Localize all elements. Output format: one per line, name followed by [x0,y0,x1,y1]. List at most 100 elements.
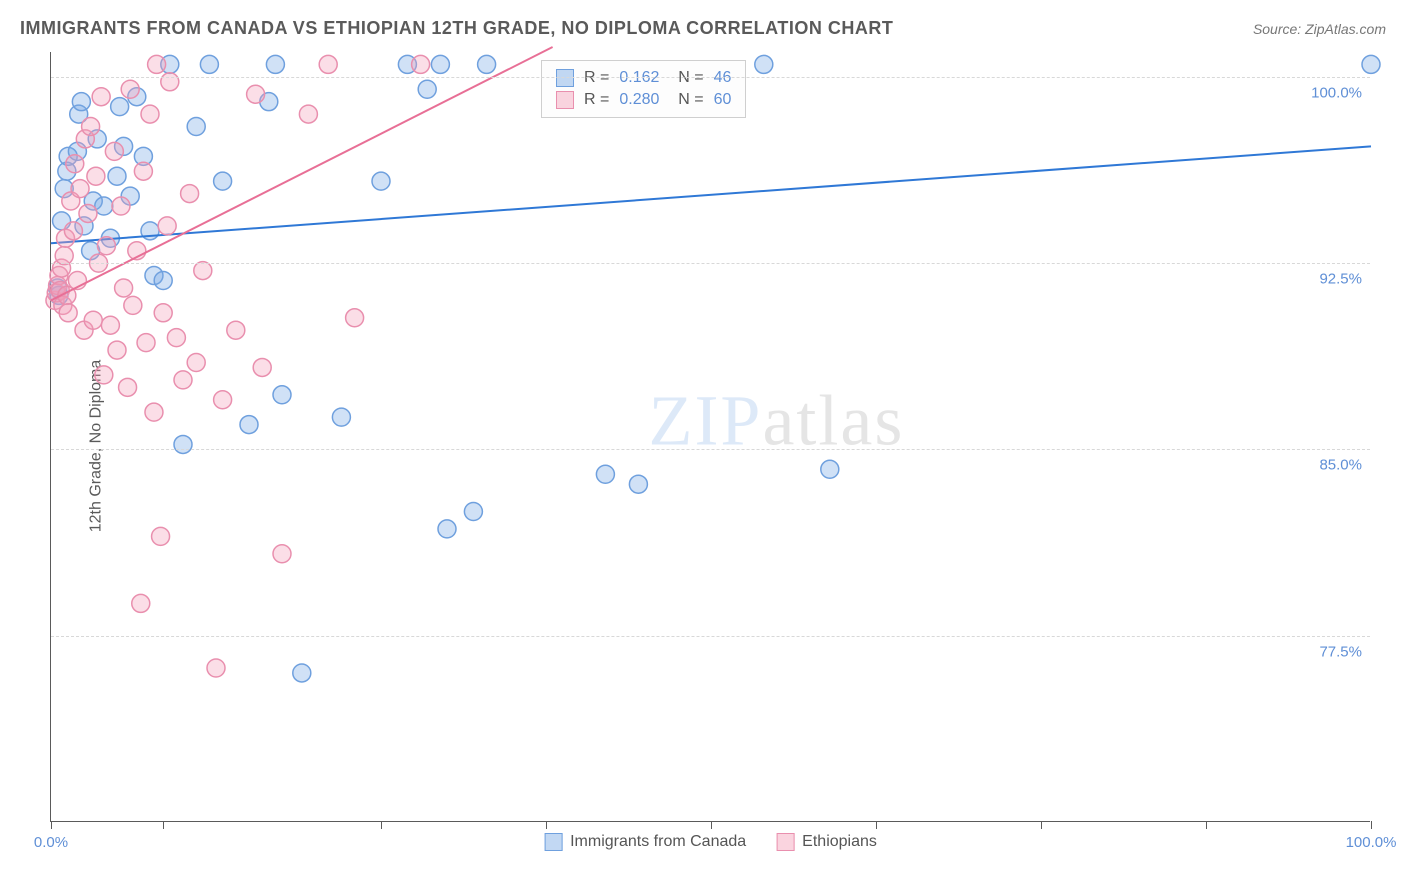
data-point [167,329,185,347]
data-point [1362,55,1380,73]
data-point [214,391,232,409]
data-point [124,296,142,314]
data-point [253,358,271,376]
data-point [154,304,172,322]
xtick [381,821,382,829]
data-point [194,262,212,280]
data-point [181,185,199,203]
ytick-label: 77.5% [1319,643,1362,660]
data-point [293,664,311,682]
data-point [214,172,232,190]
data-point [207,659,225,677]
data-point [87,167,105,185]
data-point [101,316,119,334]
xtick [876,821,877,829]
xtick [546,821,547,829]
xtick [1041,821,1042,829]
data-point [319,55,337,73]
data-point [266,55,284,73]
data-point [596,465,614,483]
data-point [438,520,456,538]
data-point [97,237,115,255]
plot-area: ZIPatlas R = 0.162 N = 46R = 0.280 N = 6… [50,52,1370,822]
xtick [163,821,164,829]
legend: Immigrants from Canada Ethiopians [544,833,877,851]
xtick-label: 100.0% [1346,834,1397,851]
data-point [72,93,90,111]
ytick-label: 85.0% [1319,457,1362,474]
data-point [299,105,317,123]
data-point [71,180,89,198]
data-point [108,341,126,359]
data-point [119,378,137,396]
data-point [132,594,150,612]
data-point [273,545,291,563]
gridline-h [51,77,1370,78]
data-point [82,118,100,136]
data-point [332,408,350,426]
data-point [64,222,82,240]
data-point [141,105,159,123]
data-point [478,55,496,73]
data-point [66,155,84,173]
data-point [174,371,192,389]
r-value: 0.280 [619,91,659,109]
data-point [240,416,258,434]
data-point [79,204,97,222]
data-point [412,55,430,73]
data-point [431,55,449,73]
data-point [115,279,133,297]
swatch-icon [556,69,574,87]
n-value: 60 [714,91,732,109]
legend-label: Ethiopians [802,833,877,851]
stats-row: R = 0.280 N = 60 [556,89,731,111]
data-point [187,353,205,371]
data-point [161,73,179,91]
data-point [227,321,245,339]
swatch-icon [776,833,794,851]
data-point [464,503,482,521]
ytick-label: 100.0% [1311,84,1362,101]
data-point [112,197,130,215]
data-point [755,55,773,73]
data-point [134,162,152,180]
data-point [92,88,110,106]
data-point [148,55,166,73]
data-point [154,272,172,290]
swatch-icon [556,91,574,109]
data-point [418,80,436,98]
data-point [137,334,155,352]
data-point [84,311,102,329]
xtick [1371,821,1372,829]
gridline-h [51,449,1370,450]
data-point [247,85,265,103]
stats-box: R = 0.162 N = 46R = 0.280 N = 60 [541,60,746,118]
gridline-h [51,636,1370,637]
xtick [711,821,712,829]
r-value: 0.162 [619,69,659,87]
stats-row: R = 0.162 N = 46 [556,67,731,89]
data-point [152,527,170,545]
data-point [629,475,647,493]
legend-label: Immigrants from Canada [570,833,746,851]
source-label: Source: ZipAtlas.com [1253,21,1386,37]
n-value: 46 [714,69,732,87]
data-point [121,80,139,98]
data-point [346,309,364,327]
legend-item: Immigrants from Canada [544,833,746,851]
data-point [59,304,77,322]
data-point [821,460,839,478]
xtick [1206,821,1207,829]
data-point [158,217,176,235]
data-point [105,142,123,160]
xtick-label: 0.0% [34,834,68,851]
data-point [55,247,73,265]
chart-title: IMMIGRANTS FROM CANADA VS ETHIOPIAN 12TH… [20,18,893,39]
data-point [95,366,113,384]
ytick-label: 92.5% [1319,271,1362,288]
trend-line [51,146,1371,243]
data-point [273,386,291,404]
scatter-svg [51,52,1370,821]
gridline-h [51,263,1370,264]
swatch-icon [544,833,562,851]
